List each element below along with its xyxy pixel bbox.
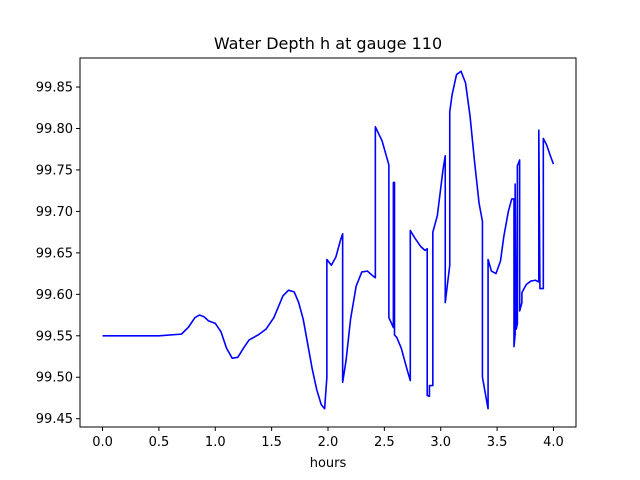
- x-axis-label: hours: [310, 456, 347, 471]
- x-tick-label: 4.0: [543, 435, 564, 450]
- x-tick-label: 2.5: [374, 435, 395, 450]
- y-tick-label: 99.65: [36, 246, 73, 261]
- y-tick-label: 99.85: [36, 81, 73, 96]
- axes-frame: [79, 57, 577, 428]
- y-tick-label: 99.50: [36, 371, 73, 386]
- x-tick-label: 1.0: [205, 435, 226, 450]
- y-tick-label: 99.55: [36, 329, 73, 344]
- x-tick-label: 0.5: [149, 435, 170, 450]
- chart-title: Water Depth h at gauge 110: [214, 34, 442, 53]
- x-tick-label: 3.0: [430, 435, 451, 450]
- y-tick-label: 99.75: [36, 163, 73, 178]
- y-tick-label: 99.70: [36, 205, 73, 220]
- y-tick-label: 99.60: [36, 288, 73, 303]
- y-tick-label: 99.45: [36, 412, 73, 427]
- x-tick-label: 3.5: [487, 435, 508, 450]
- x-tick-label: 2.0: [318, 435, 339, 450]
- plot-area: [102, 70, 555, 410]
- x-axis-ticks: 0.0 0.5 1.0 1.5 2.0 2.5 3.0 3.5 4.0: [92, 427, 564, 450]
- x-tick-label: 1.5: [261, 435, 282, 450]
- series-line-0: [102, 70, 555, 410]
- x-tick-label: 0.0: [92, 435, 113, 450]
- y-tick-label: 99.80: [36, 122, 73, 137]
- y-axis-ticks: 99.45 99.50 99.55 99.60 99.65 99.70 99.75 99.80…: [36, 81, 80, 427]
